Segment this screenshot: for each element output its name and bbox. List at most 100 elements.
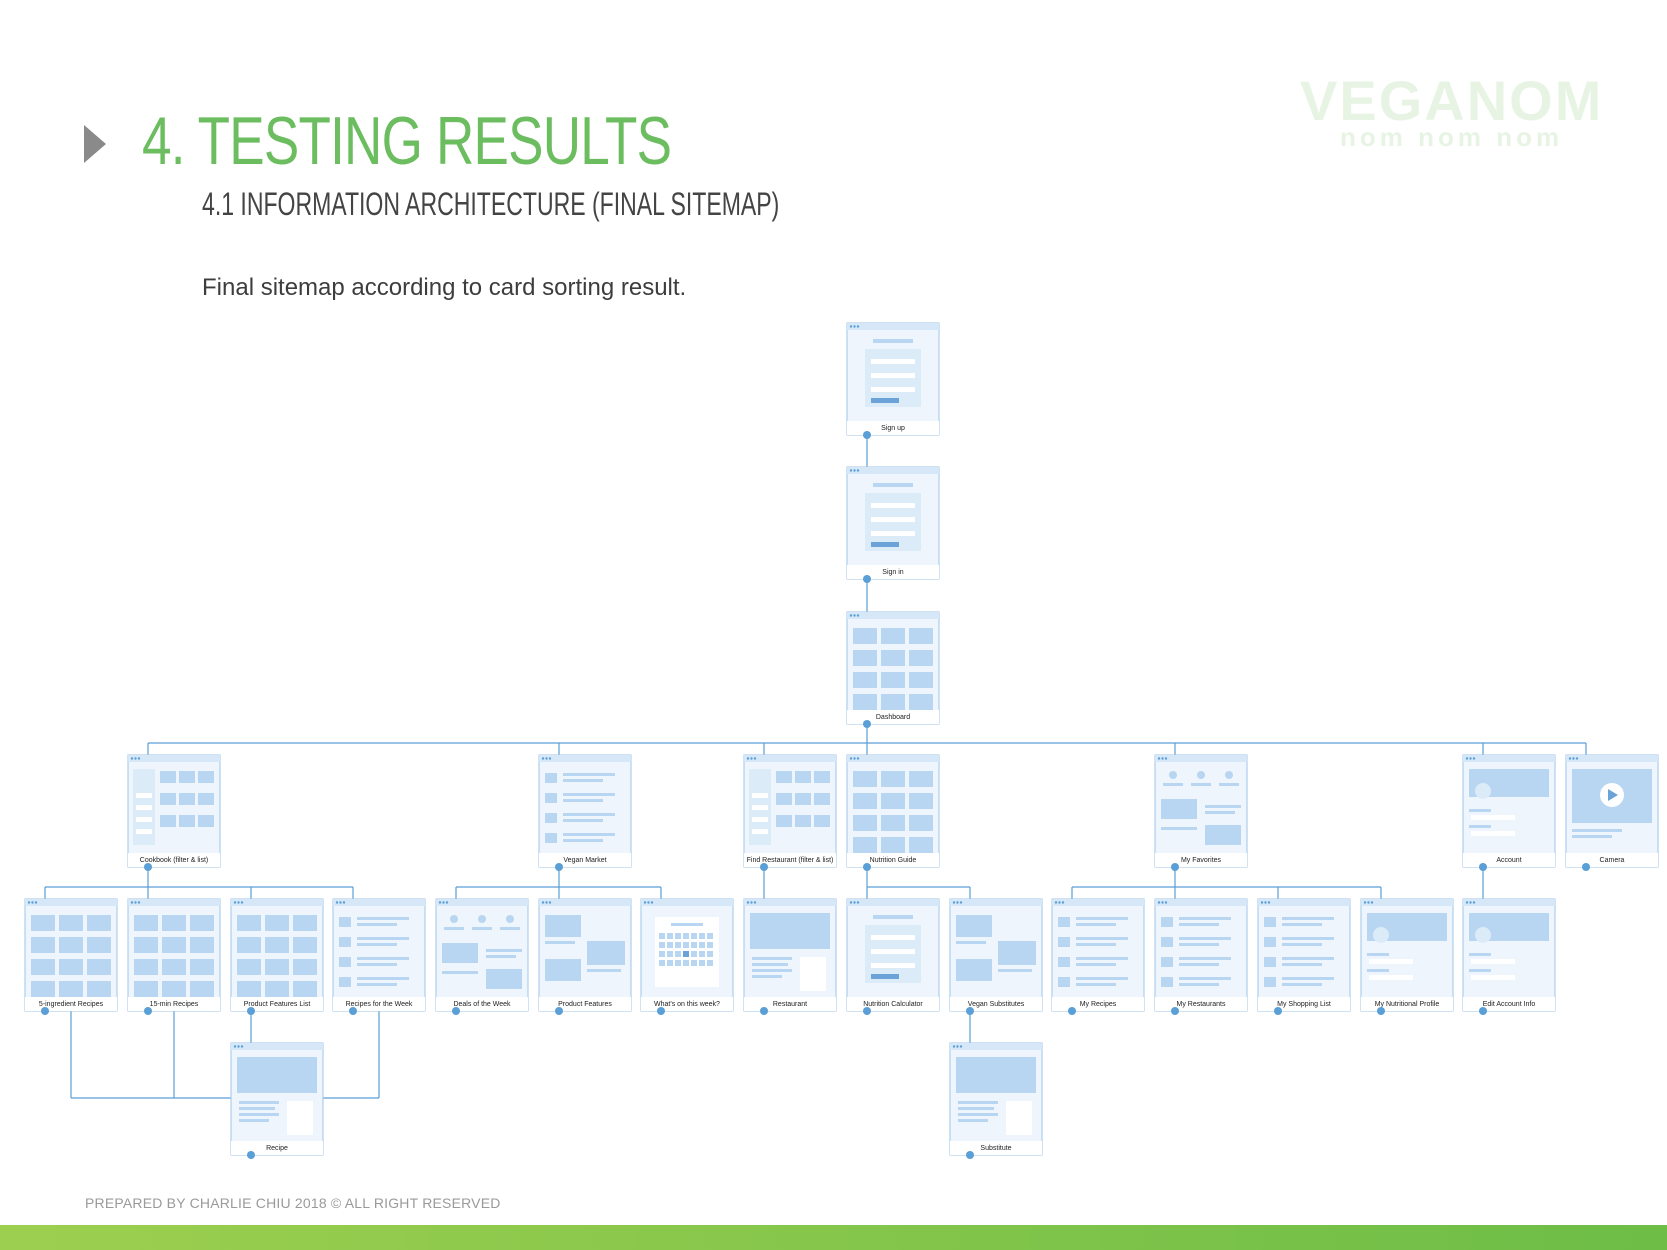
port-dot: [760, 863, 768, 871]
sitemap-card-camera[interactable]: Camera: [1565, 754, 1659, 871]
form-wireframe-icon: [865, 483, 921, 551]
profile-wireframe-icon: [1469, 769, 1549, 836]
sitemap-card-signup[interactable]: Sign up: [846, 322, 940, 439]
card-label: Product Features List: [244, 1001, 311, 1008]
sitemap-card-veganmarket[interactable]: Vegan Market: [538, 754, 632, 871]
form-wireframe-icon: [865, 339, 921, 407]
sitemap-card-productfeatures[interactable]: Product Features: [538, 898, 632, 1015]
form-wireframe-icon: [865, 915, 921, 983]
sitemap-card-myshopping[interactable]: My Shopping List: [1257, 898, 1351, 1015]
sitemap-card-fiveingredient[interactable]: 5-ingredient Recipes: [24, 898, 118, 1015]
port-dot: [1582, 863, 1590, 871]
sitemap-card-nutritioncalc[interactable]: Nutrition Calculator: [846, 898, 940, 1015]
list-wireframe-icon: [1161, 917, 1231, 987]
logo-wordmark: VEGANOM: [1300, 69, 1604, 132]
bottom-accent-bar: [0, 1225, 1667, 1250]
calendar-wireframe-icon: [655, 917, 719, 987]
port-dot: [247, 1151, 255, 1159]
sitemap-card-substitute[interactable]: Substitute: [949, 1042, 1043, 1159]
port-dot: [452, 1007, 460, 1015]
tabs-wireframe-icon: [442, 915, 522, 989]
sitemap-card-myrestaurants[interactable]: My Restaurants: [1154, 898, 1248, 1015]
list-wireframe-icon: [1264, 917, 1334, 987]
sitemap-card-signin[interactable]: Sign in: [846, 466, 940, 583]
port-dot: [1274, 1007, 1282, 1015]
tabs-wireframe-icon: [1161, 771, 1241, 845]
card-label: Vegan Market: [563, 857, 606, 864]
page-title: 4. TESTING RESULTS: [142, 103, 672, 179]
card-label: Substitute: [980, 1145, 1011, 1152]
sitemap-card-deals[interactable]: Deals of the Week: [435, 898, 529, 1015]
video-wireframe-icon: [1572, 769, 1652, 838]
card-label: Product Features: [558, 1001, 612, 1008]
sitemap-card-productfeatureslist[interactable]: Product Features List: [230, 898, 324, 1015]
detail-wireframe-icon: [750, 913, 830, 991]
grid-wireframe-icon: [237, 915, 317, 997]
card-label: Cookbook (filter & list): [140, 857, 208, 864]
card-label: My Restaurants: [1176, 1001, 1226, 1008]
card-label: Nutrition Calculator: [863, 1001, 923, 1008]
port-dot: [966, 1151, 974, 1159]
list-wireframe-icon: [545, 773, 615, 843]
grid-wireframe-icon: [853, 771, 933, 853]
sitemap-card-cookbook[interactable]: Cookbook (filter & list): [127, 754, 221, 871]
card-label: My Shopping List: [1277, 1001, 1331, 1008]
sitemap-card-vegansubs[interactable]: Vegan Substitutes: [949, 898, 1043, 1015]
port-dot: [863, 431, 871, 439]
list-wireframe-icon: [339, 917, 409, 987]
sitemap-card-recipesweek[interactable]: Recipes for the Week: [332, 898, 426, 1015]
port-dot: [1171, 863, 1179, 871]
section-arrow-icon: [84, 125, 106, 163]
grid-wireframe-icon: [853, 628, 933, 710]
port-dot: [863, 575, 871, 583]
port-dot: [1479, 863, 1487, 871]
port-dot: [657, 1007, 665, 1015]
card-label: Find Restaurant (filter & list): [747, 857, 834, 864]
detail-wireframe-icon: [956, 1057, 1036, 1135]
port-dot: [247, 1007, 255, 1015]
sitemap-card-fifteenmin[interactable]: 15-min Recipes: [127, 898, 221, 1015]
sitemap-card-myrecipes[interactable]: My Recipes: [1051, 898, 1145, 1015]
card-label: Sign in: [882, 569, 904, 576]
port-dot: [555, 1007, 563, 1015]
card-label: My Favorites: [1181, 857, 1222, 864]
sitemap-card-mynutrition[interactable]: My Nutritional Profile: [1360, 898, 1454, 1015]
sitemap-card-dashboard[interactable]: Dashboard: [846, 611, 940, 728]
card-label: Nutrition Guide: [870, 857, 917, 864]
port-dot: [1377, 1007, 1385, 1015]
list-wireframe-icon: [1058, 917, 1128, 987]
profile-wireframe-icon: [1367, 913, 1447, 980]
port-dot: [1068, 1007, 1076, 1015]
sitemap-card-account[interactable]: Account: [1462, 754, 1556, 871]
intro-text: Final sitemap according to card sorting …: [202, 274, 687, 301]
footer-credit: PREPARED BY CHARLIE CHIU 2018 © ALL RIGH…: [85, 1195, 501, 1211]
port-dot: [555, 863, 563, 871]
card-label: 5-ingredient Recipes: [39, 1001, 104, 1008]
sitemap-card-whatson[interactable]: What's on this week?: [640, 898, 734, 1015]
port-dot: [144, 1007, 152, 1015]
sitemap-card-myfavorites[interactable]: My Favorites: [1154, 754, 1248, 871]
sitemap-card-restaurant[interactable]: Restaurant: [743, 898, 837, 1015]
port-dot: [863, 863, 871, 871]
section-subtitle: 4.1 INFORMATION ARCHITECTURE (FINAL SITE…: [202, 186, 780, 222]
port-dot: [1171, 1007, 1179, 1015]
port-dot: [863, 1007, 871, 1015]
sitemap-card-recipe[interactable]: Recipe: [230, 1042, 324, 1159]
card-label: Recipe: [266, 1145, 288, 1152]
card-label: Dashboard: [876, 714, 910, 721]
sitemap-card-nutritionguide[interactable]: Nutrition Guide: [846, 754, 940, 871]
profile-wireframe-icon: [1469, 913, 1549, 980]
veganom-logo: VEGANOM nom nom nom: [1300, 68, 1604, 158]
card-label: Account: [1496, 857, 1521, 864]
card-label: Vegan Substitutes: [968, 1001, 1025, 1008]
card-label: 15-min Recipes: [150, 1001, 199, 1008]
card-label: My Nutritional Profile: [1375, 1001, 1440, 1008]
port-dot: [349, 1007, 357, 1015]
card-label: Edit Account Info: [1483, 1001, 1536, 1008]
connector-lines: [44, 435, 1587, 1099]
card-label: Sign up: [881, 425, 905, 432]
card-label: Recipes for the Week: [346, 1001, 413, 1008]
sitemap-card-editaccount[interactable]: Edit Account Info: [1462, 898, 1556, 1015]
sitemap-card-findrestaurant[interactable]: Find Restaurant (filter & list): [743, 754, 837, 871]
